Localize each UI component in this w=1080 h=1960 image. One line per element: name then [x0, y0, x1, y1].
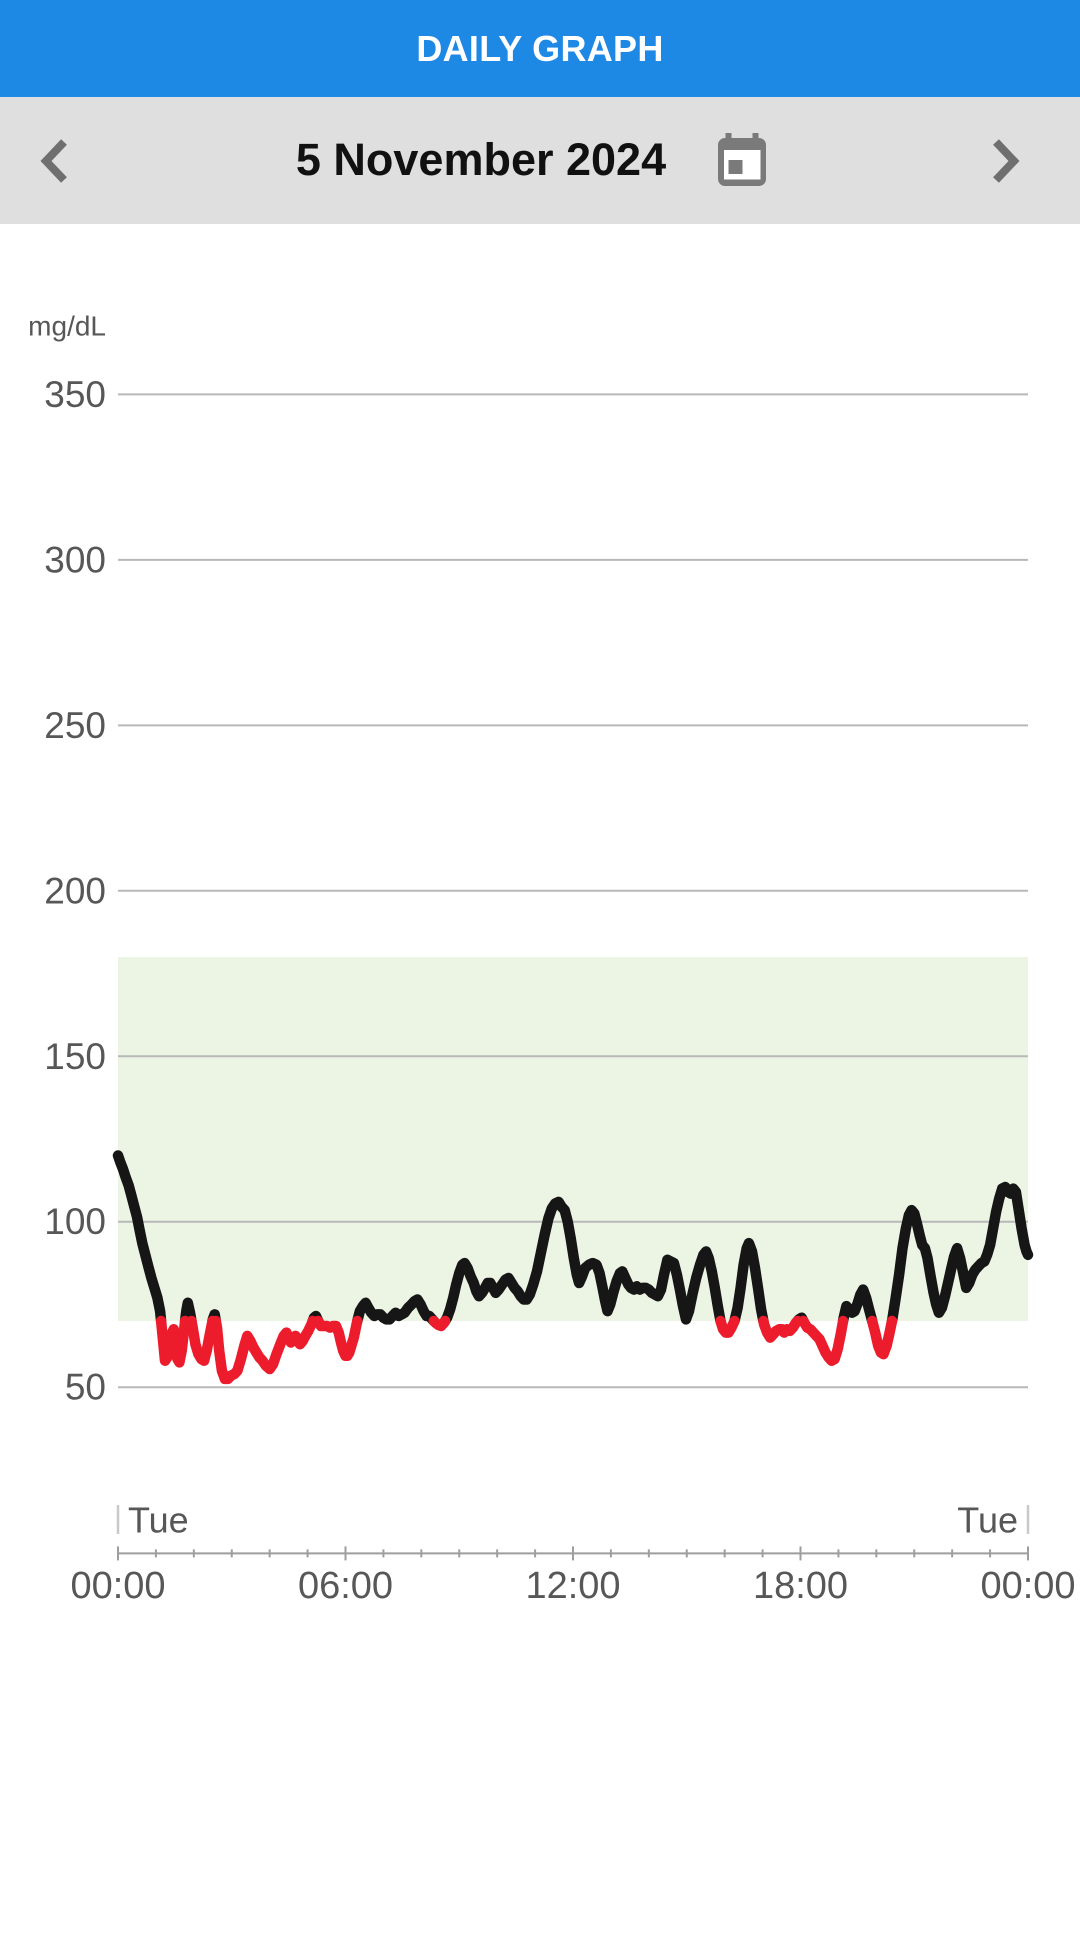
y-tick-label: 350: [44, 374, 106, 415]
glucose-line-in-range: [729, 1237, 769, 1327]
x-tick-label: 18:00: [753, 1565, 848, 1607]
y-tick-label: 50: [65, 1367, 106, 1408]
glucose-line-below-range: [715, 1315, 740, 1338]
x-tick-label: 00:00: [70, 1565, 165, 1607]
x-tick-label: 06:00: [298, 1565, 393, 1607]
glucose-line-in-range: [112, 1150, 167, 1327]
glucose-line-in-range: [837, 1284, 878, 1327]
calendar-icon: [718, 133, 766, 186]
x-tick-label: 12:00: [525, 1565, 620, 1607]
y-axis-unit-label: mg/dL: [28, 311, 106, 342]
calendar-button[interactable]: [706, 124, 778, 196]
app-title: DAILY GRAPH: [416, 27, 664, 69]
glucose-line-below-range: [428, 1315, 451, 1332]
glucose-line-in-range: [352, 1294, 440, 1327]
glucose-line-in-range: [179, 1297, 197, 1327]
x-tick-label: 00:00: [980, 1565, 1075, 1607]
glucose-line-below-range: [798, 1315, 849, 1366]
glucose-line-below-range: [758, 1315, 803, 1343]
y-tick-label: 100: [44, 1201, 106, 1242]
glucose-line-below-range: [312, 1315, 363, 1362]
chevron-right-icon: [993, 138, 1020, 183]
glucose-line-below-range: [186, 1315, 218, 1366]
previous-day-button[interactable]: [0, 97, 110, 224]
app-title-bar: DAILY GRAPH: [0, 0, 1080, 97]
glucose-line-below-range: [210, 1315, 318, 1385]
glucose-line-below-range: [866, 1315, 898, 1360]
day-label: Tue: [128, 1500, 189, 1541]
glucose-line-below-range: [155, 1315, 191, 1368]
glucose-line-in-range: [439, 1196, 726, 1327]
glucose-line-in-range: [886, 1181, 1034, 1327]
day-label: Tue: [957, 1500, 1018, 1541]
y-tick-label: 150: [44, 1036, 106, 1077]
next-day-button[interactable]: [970, 97, 1080, 224]
y-tick-label: 300: [44, 539, 106, 580]
y-tick-label: 200: [44, 870, 106, 911]
selected-date-label: 5 November 2024: [295, 134, 667, 185]
date-navigation-bar: 5 November 2024: [0, 97, 1080, 224]
chevron-left-icon: [40, 138, 67, 183]
y-tick-label: 250: [44, 705, 106, 746]
